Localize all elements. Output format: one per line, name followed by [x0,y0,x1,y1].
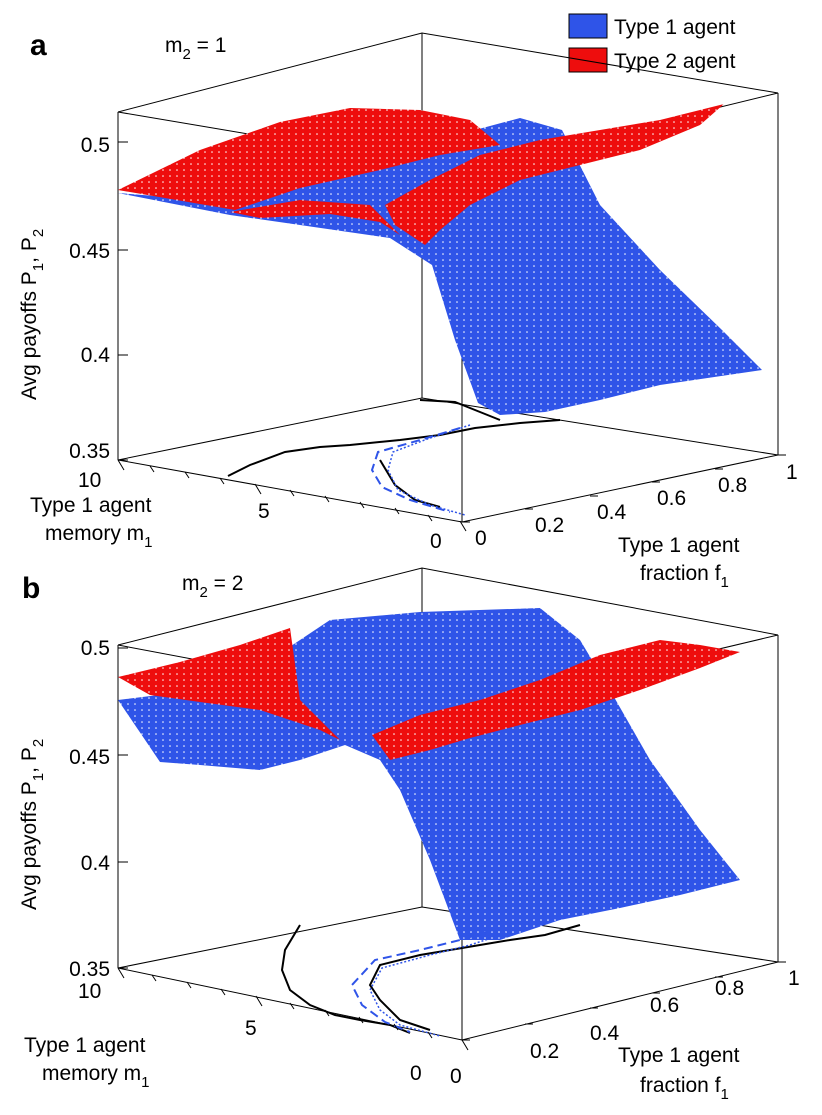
panel-b-z-tick-label: 0.4 [81,852,111,875]
panel-a-z-axis-label: Avg payoffs P1, P2 [18,229,47,400]
panel-b-m-tick-label: 10 [78,980,101,1003]
panel-a-z-tick-label: 0.45 [69,240,110,263]
panel-a-f-axis-label: Type 1 agent [618,534,740,557]
panel-a-floor-curve-type2 [227,419,561,477]
panel-b-z-axis-label: Avg payoffs P1, P2 [18,739,47,910]
panel-b-f-tick-label: 1 [788,967,800,990]
panel-a-floor-curve-type1-dotted [387,424,471,516]
legend: Type 1 agent Type 2 agent [568,13,736,73]
panel-a-m-tick-label: 10 [78,469,101,492]
panel-a-f-tick-label: 0.2 [535,514,564,537]
panel-a-z-axis: 0.5 0.45 0.4 0.35 Avg payoffs P1, P2 [18,134,128,463]
panel-a-floor-curve-type1-dashed [370,427,461,513]
panel-a-f-axis-label: fraction f1 [640,562,729,591]
panel-b-floor-curve-type1-dotted [369,931,511,1037]
panel-b-f-tick-label: 0.8 [715,977,744,1000]
panel-a-f-tick-label: 0 [475,527,487,550]
legend-label-type1: Type 1 agent [614,16,736,39]
panel-b-f-axis-label: Type 1 agent [618,1044,740,1067]
panel-b-title: m2 = 2 [182,572,243,601]
panel-a-title: m2 = 1 [165,34,226,63]
legend-swatch-type1 [568,13,608,39]
panel-b-f-tick-label: 0.4 [590,1022,620,1045]
panel-b-m-tick-label: 5 [245,1017,257,1040]
panel-b-z-tick-label: 0.45 [69,746,110,769]
panel-b-m-axis: 10 5 0 Type 1 agent memory m1 [24,967,469,1091]
panel-a: a m2 = 1 0.5 [18,29,798,591]
panel-b-z-tick-label: 0.35 [69,958,110,981]
panel-b-m-axis-label: memory m1 [42,1062,150,1091]
panel-letter-a: a [30,29,47,62]
panel-a-z-tick-label: 0.5 [81,134,110,157]
panel-a-m-tick-label: 5 [258,500,270,523]
panel-b-m-axis-label: Type 1 agent [24,1034,146,1057]
panel-b: b m2 = 2 0.5 0.45 [18,567,800,1103]
panel-b-f-axis-label: fraction f1 [640,1074,729,1103]
panel-b-f-tick-label: 0.6 [650,994,679,1017]
panel-a-z-tick-label: 0.35 [69,440,110,463]
panel-b-f-axis: 0 0.2 0.4 0.6 0.8 1 Type 1 agent fractio… [450,961,800,1103]
panel-a-f-axis: 0 0.2 0.4 0.6 0.8 1 Type 1 agent fractio… [462,454,798,591]
legend-label-type2: Type 2 agent [614,50,736,73]
panel-a-surface-type2-ridge [230,200,400,235]
panel-b-z-axis: 0.5 0.45 0.4 0.35 Avg payoffs P1, P2 [18,637,128,981]
panel-a-f-tick-label: 0.8 [718,474,747,497]
panel-a-z-tick-label: 0.4 [81,344,111,367]
panel-a-f-tick-label: 0.4 [597,501,627,524]
panel-a-m-axis-label: memory m1 [45,522,153,551]
panel-b-z-tick-label: 0.5 [81,637,110,660]
panel-a-f-tick-label: 0.6 [657,487,686,510]
panel-a-surface-type2-right [385,104,724,245]
panel-b-f-tick-label: 0.2 [530,1040,559,1063]
legend-swatch-type2 [568,47,608,73]
panel-a-f-tick-label: 1 [786,461,798,484]
panel-letter-b: b [22,572,40,605]
panel-b-f-tick-label: 0 [450,1065,462,1088]
panel-b-floor-curve-type1-dashed [350,927,501,1033]
panel-a-m-axis: 10 5 0 Type 1 agent memory m1 [30,459,467,553]
panel-a-surface-type2 [118,108,500,210]
panel-a-m-axis-label: Type 1 agent [30,494,152,517]
panel-a-floor-curve-return [379,399,501,508]
panel-b-surface-type2 [118,628,340,740]
panel-b-surface-type2-right [372,640,740,760]
panel-b-floor-curve-type2-low [368,924,581,1031]
panel-a-m-tick-label: 0 [430,530,442,553]
panel-b-m-tick-label: 0 [410,1062,422,1085]
panel-b-floor-curve-type2 [280,924,411,1034]
